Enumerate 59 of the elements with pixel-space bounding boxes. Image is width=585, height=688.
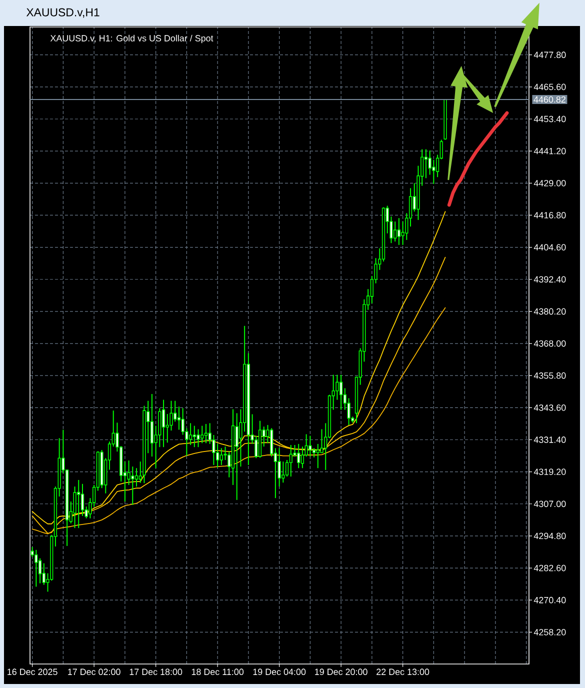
candlestick (192, 425, 196, 448)
y-tick-label: 4270.40 (534, 596, 566, 604)
candlestick (162, 399, 166, 448)
candlestick (200, 425, 204, 444)
candlestick (150, 393, 154, 458)
candlestick (204, 423, 208, 444)
y-tick-label: 4343.60 (534, 404, 566, 411)
candlestick (424, 148, 428, 179)
candlestick (220, 448, 223, 466)
y-tick-label: 4355.80 (534, 372, 566, 379)
y-tick-label: 4429.00 (534, 180, 566, 186)
candlestick (297, 443, 300, 469)
candlestick (38, 558, 42, 584)
x-tick-label: 19 Dec 04:00 (253, 668, 306, 676)
candlestick (188, 422, 192, 446)
y-tick-label: 4319.20 (534, 468, 566, 475)
y-tick-label: 4465.60 (534, 84, 566, 90)
chart-title: XAUUSD.v,H1 (26, 8, 100, 18)
y-tick-label: 4380.20 (534, 308, 566, 315)
y-tick-label: 4307.00 (534, 500, 566, 508)
y-tick-label: 4294.80 (534, 532, 566, 540)
y-tick-label: 4331.40 (534, 436, 566, 443)
y-tick-label: 4441.20 (534, 148, 566, 154)
candlestick (42, 562, 46, 586)
x-tick-label: 17 Dec 02:00 (68, 668, 120, 676)
candlestick (235, 412, 238, 500)
candlestick (174, 400, 177, 422)
x-tick-label: 19 Dec 20:00 (315, 668, 368, 676)
x-tick-label: 16 Dec 2025 (8, 668, 58, 676)
candlestick (289, 444, 292, 478)
x-tick-label: 17 Dec 18:00 (130, 668, 182, 676)
ref-line-label: 4460.82 (534, 96, 566, 103)
candlestick (77, 479, 80, 529)
y-tick-label: 4392.40 (534, 276, 566, 283)
y-tick-label: 4477.80 (534, 52, 566, 58)
candlestick (312, 448, 316, 458)
x-tick-label: 22 Dec 13:00 (376, 668, 430, 676)
candlestick (282, 461, 285, 484)
candlestick (177, 406, 181, 430)
y-tick-label: 4404.60 (534, 244, 566, 250)
candlestick (300, 446, 304, 469)
y-tick-label: 4282.60 (534, 564, 566, 572)
candlestick (134, 468, 138, 488)
candlestick (397, 218, 400, 246)
candlestick (34, 549, 38, 588)
candlestick (394, 221, 397, 242)
candlestick (316, 443, 320, 469)
y-tick-label: 4258.20 (534, 629, 566, 636)
candlestick (196, 428, 200, 448)
x-tick-label: 18 Dec 11:00 (192, 668, 244, 676)
y-tick-label: 4453.40 (534, 116, 566, 122)
candlestick (339, 374, 343, 410)
candlestick (131, 466, 134, 506)
candlestick (308, 435, 312, 458)
y-tick-label: 4416.80 (534, 212, 566, 218)
candlestick (216, 443, 220, 468)
y-tick-label: 4368.00 (534, 340, 566, 347)
candlestick (80, 483, 84, 516)
text: XAUUSD.v, H1: Gold vs US Dollar / Spot (50, 34, 214, 44)
